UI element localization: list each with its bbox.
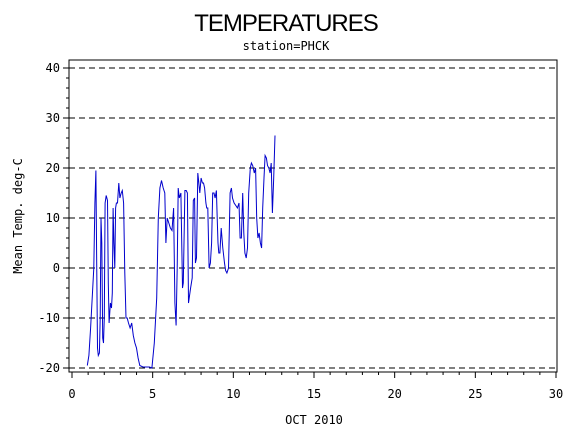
x-axis-label: OCT 2010	[285, 413, 343, 427]
x-tick-label: 30	[549, 387, 563, 401]
chart-subtitle: station=PHCK	[243, 39, 330, 53]
y-tick-label: 30	[46, 111, 60, 125]
series-line-mean-temp	[86, 135, 276, 369]
x-tick-label: 5	[149, 387, 156, 401]
y-tick-label: 20	[46, 161, 60, 175]
y-axis: -20 -10 0 10 20 30 40	[38, 61, 69, 375]
y-axis-label: Mean Temp. deg-C	[11, 158, 25, 274]
y-tick-label: -20	[38, 361, 60, 375]
x-tick-label: 15	[307, 387, 321, 401]
x-tick-label: 25	[468, 387, 482, 401]
y-tick-label: 10	[46, 211, 60, 225]
y-tick-label: -10	[38, 311, 60, 325]
horizontal-gridlines	[69, 67, 557, 369]
x-tick-label: 20	[387, 387, 401, 401]
plot-frame	[68, 59, 558, 373]
y-tick-label: 0	[53, 261, 60, 275]
chart-title: TEMPERATURES	[194, 10, 378, 37]
x-tick-label: 10	[226, 387, 240, 401]
x-axis: 0 5 10 15 20 25 30	[68, 372, 563, 401]
y-tick-label: 40	[46, 61, 60, 75]
x-tick-label: 0	[68, 387, 75, 401]
